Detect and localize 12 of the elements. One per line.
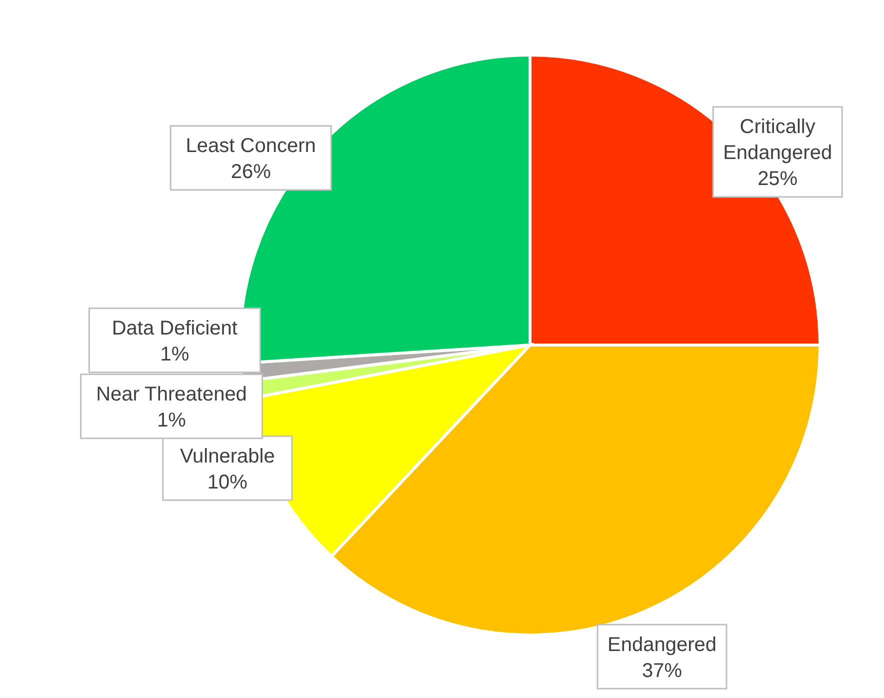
slice-label: Endangered [608,634,717,656]
slice-label: Critically Endangered [723,116,832,164]
data-label: 1% [160,344,190,366]
slice-label: Vulnerable [180,445,275,468]
slice-label: Least Concern [186,135,316,158]
slice-label: Near Threatened [96,384,247,406]
data-label: 25% [758,168,798,190]
data-label: 26% [230,161,272,184]
data-label: 37% [642,660,682,682]
data-label: 1% [157,410,186,432]
data-label: 10% [207,471,248,494]
slice-label: Data Deficient [112,318,238,340]
